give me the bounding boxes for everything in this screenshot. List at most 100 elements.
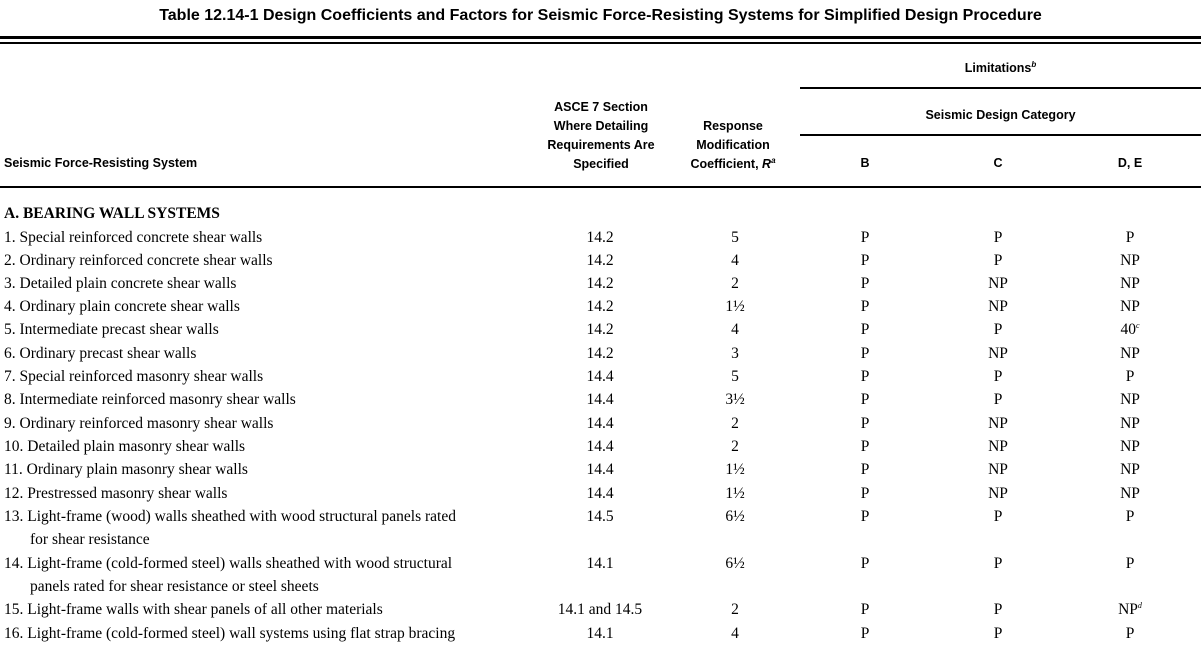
table-row: 8. Intermediate reinforced masonry shear… — [0, 388, 1201, 411]
cat-b-cell: P — [860, 321, 870, 338]
table-row: 3. Detailed plain concrete shear walls 1… — [0, 272, 1201, 295]
section-cell: 14.4 — [586, 485, 614, 502]
table-row: 4. Ordinary plain concrete shear walls 1… — [0, 295, 1201, 318]
cat-de-cell: P — [1125, 229, 1135, 246]
section-cell: 14.4 — [586, 415, 614, 432]
system-cell: 12. Prestressed masonry shear walls — [4, 485, 228, 502]
r-cell: 2 — [731, 438, 739, 455]
cat-c-cell: P — [993, 625, 1003, 642]
system-cell: 7. Special reinforced masonry shear wall… — [4, 368, 264, 385]
section-cell: 14.2 — [586, 321, 614, 338]
section-cell: 14.5 — [586, 508, 614, 525]
cat-b-cell: P — [860, 508, 870, 525]
section-cell: 14.2 — [586, 275, 614, 292]
r-cell: 4 — [731, 252, 739, 269]
cat-de-cell: NP — [1120, 415, 1140, 432]
system-cell: 11. Ordinary plain masonry shear walls — [4, 461, 248, 478]
sdc-header: Seismic Design Category — [925, 108, 1076, 122]
section-cell: 14.4 — [586, 368, 614, 385]
cat-b-cell: P — [860, 229, 870, 246]
cat-b-header: B — [860, 156, 870, 170]
cat-b-cell: P — [860, 415, 870, 432]
table-row: 9. Ordinary reinforced masonry shear wal… — [0, 412, 1201, 435]
cat-c-cell: P — [993, 229, 1003, 246]
cat-de-cell: NP — [1120, 298, 1140, 315]
cat-c-cell: P — [993, 252, 1003, 269]
cat-b-cell: P — [860, 391, 870, 408]
system-cell: 8. Intermediate reinforced masonry shear… — [4, 391, 296, 408]
cat-de-cell: NP — [1120, 485, 1140, 502]
cat-de-cell: NP — [1120, 438, 1140, 455]
system-cell: 6. Ordinary precast shear walls — [4, 345, 197, 362]
top-rule-thin — [0, 42, 1201, 44]
cat-de-cell: NPd — [1118, 600, 1142, 618]
r-cell: 2 — [731, 415, 739, 432]
cat-c-cell: P — [993, 601, 1003, 618]
r-cell: 4 — [731, 321, 739, 338]
r-cell: 5 — [731, 229, 739, 246]
r-cell: 5 — [731, 368, 739, 385]
system-cell: 5. Intermediate precast shear walls — [4, 321, 219, 338]
r-cell: 2 — [731, 275, 739, 292]
r-cell: 6½ — [725, 555, 745, 572]
r-cell: 1½ — [725, 298, 745, 315]
system-cell: 15. Light-frame walls with shear panels … — [4, 601, 383, 618]
section-cell: 14.1 — [586, 555, 614, 572]
header-bottom-rule — [0, 186, 1201, 188]
table-row: 11. Ordinary plain masonry shear walls 1… — [0, 458, 1201, 481]
r-cell: 1½ — [725, 485, 745, 502]
section-cell: 14.1 — [586, 625, 614, 642]
system-cell: 10. Detailed plain masonry shear walls — [4, 438, 246, 455]
system-cell: 14. Light-frame (cold-formed steel) wall… — [4, 555, 453, 572]
table-row: 13. Light-frame (wood) walls sheathed wi… — [0, 505, 1201, 528]
limitations-rule — [800, 87, 1201, 89]
cat-de-cell: P — [1125, 508, 1135, 525]
cat-de-cell: NP — [1120, 275, 1140, 292]
section-cell: 14.4 — [586, 438, 614, 455]
system-header: Seismic Force-Resisting System — [4, 156, 198, 170]
r-cell: 1½ — [725, 461, 745, 478]
section-cell: 14.2 — [586, 345, 614, 362]
cat-de-cell: NP — [1120, 391, 1140, 408]
r-cell: 2 — [731, 601, 739, 618]
cat-b-cell: P — [860, 461, 870, 478]
cat-c-cell: NP — [988, 461, 1008, 478]
cat-c-cell: P — [993, 368, 1003, 385]
cat-c-cell: NP — [988, 275, 1008, 292]
cat-b-cell: P — [860, 252, 870, 269]
section-cell: 14.4 — [586, 391, 614, 408]
cat-c-cell: P — [993, 391, 1003, 408]
system-cell: 13. Light-frame (wood) walls sheathed wi… — [4, 508, 456, 525]
cat-de-cell: NP — [1120, 461, 1140, 478]
section-cell: 14.2 — [586, 298, 614, 315]
r-cell: 6½ — [725, 508, 745, 525]
cat-c-cell: NP — [988, 298, 1008, 315]
cat-de-cell: P — [1125, 555, 1135, 572]
section-cell: 14.4 — [586, 461, 614, 478]
table-row: 14. Light-frame (cold-formed steel) wall… — [0, 552, 1201, 575]
table-row: 5. Intermediate precast shear walls 14.2… — [0, 318, 1201, 341]
cat-de-cell: 40c — [1120, 320, 1140, 338]
section-cell: 14.1 and 14.5 — [557, 601, 643, 618]
table-row: 10. Detailed plain masonry shear walls 1… — [0, 435, 1201, 458]
cat-b-cell: P — [860, 485, 870, 502]
table-row: 1. Special reinforced concrete shear wal… — [0, 226, 1201, 249]
system-cell-continuation: for shear resistance — [30, 531, 150, 548]
cat-c-header: C — [993, 156, 1003, 170]
table-row: 6. Ordinary precast shear walls 14.2 3 P… — [0, 342, 1201, 365]
cat-c-cell: P — [993, 321, 1003, 338]
cat-c-cell: NP — [988, 438, 1008, 455]
system-cell: 4. Ordinary plain concrete shear walls — [4, 298, 240, 315]
system-cell: 2. Ordinary reinforced concrete shear wa… — [4, 252, 273, 269]
cat-b-cell: P — [860, 625, 870, 642]
r-cell: 4 — [731, 625, 739, 642]
cat-b-cell: P — [860, 275, 870, 292]
table-row: 16. Light-frame (cold-formed steel) wall… — [0, 622, 1201, 645]
cat-b-cell: P — [860, 601, 870, 618]
cat-de-cell: P — [1125, 368, 1135, 385]
cat-c-cell: NP — [988, 485, 1008, 502]
cat-b-cell: P — [860, 438, 870, 455]
cat-de-header: D, E — [1117, 156, 1143, 170]
cat-c-cell: NP — [988, 345, 1008, 362]
r-cell: 3 — [731, 345, 739, 362]
